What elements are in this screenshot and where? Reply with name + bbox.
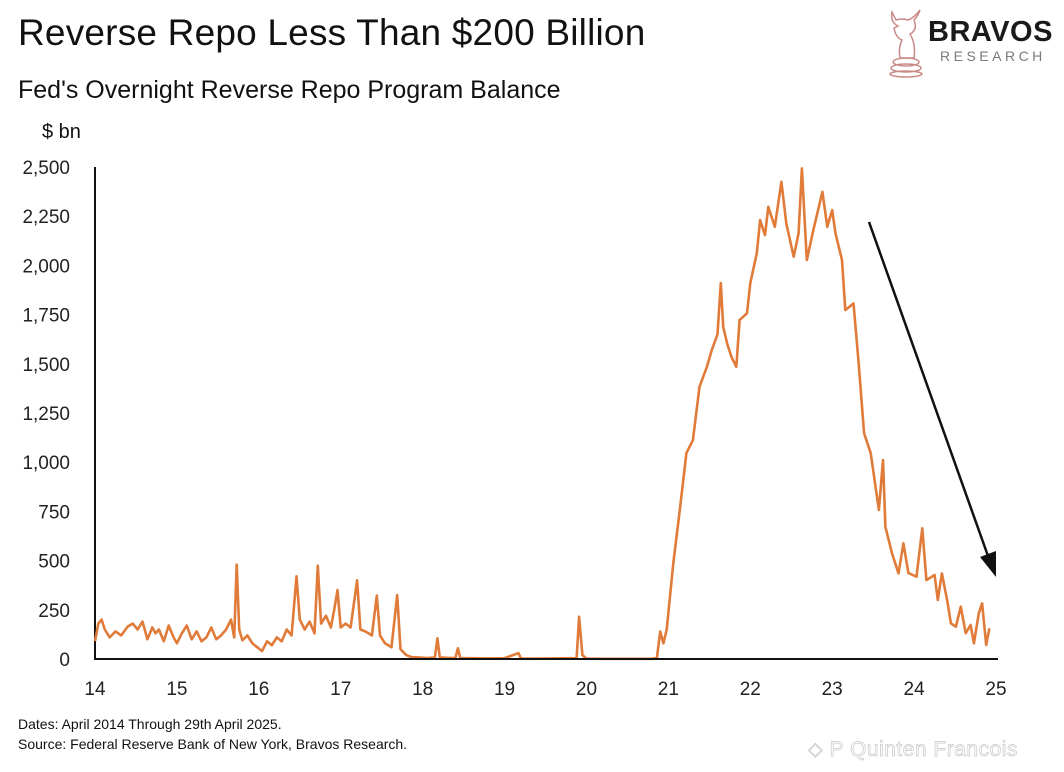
- y-tick-label: 1,500: [22, 355, 70, 376]
- x-tick-label: 24: [904, 679, 926, 700]
- y-tick-label: 2,000: [22, 256, 70, 277]
- x-tick-label: 21: [658, 679, 679, 700]
- x-tick-label: 16: [248, 679, 269, 700]
- y-tick-label: 1,000: [22, 453, 70, 474]
- source-note: Source: Federal Reserve Bank of New York…: [18, 736, 408, 752]
- y-tick-label: 1,750: [22, 306, 70, 327]
- downward-trend-arrow: [867, 221, 996, 577]
- chart-title: Reverse Repo Less Than $200 Billion: [18, 12, 646, 53]
- dates-note: Dates: April 2014 Through 29th April 202…: [18, 716, 282, 732]
- y-tick-label: 250: [38, 601, 70, 622]
- chart-subtitle: Fed's Overnight Reverse Repo Program Bal…: [18, 76, 561, 104]
- logo-tagline: RESEARCH: [940, 48, 1046, 64]
- y-tick-label: 2,500: [22, 158, 70, 179]
- x-tick-label: 25: [985, 679, 1006, 700]
- y-tick-label: 1,250: [22, 404, 70, 425]
- x-tick-label: 23: [822, 679, 843, 700]
- x-tick-label: 20: [576, 679, 597, 700]
- bull-chess-knight-icon: [889, 9, 923, 78]
- x-axis-ticks: 14 15 16 17 18 19 20 21 22 23 24 25: [84, 679, 1006, 700]
- y-axis-unit-label: $ bn: [42, 121, 81, 143]
- watermark-diamond-icon: ⬦: [808, 738, 824, 762]
- logo-name: BRAVOS: [928, 16, 1053, 48]
- reverse-repo-balance-line: [93, 167, 991, 661]
- x-tick-label: 17: [330, 679, 351, 700]
- y-tick-label: 750: [38, 502, 70, 523]
- watermark: ⬦ P Quinten Francois: [808, 738, 1018, 762]
- x-tick-label: 18: [412, 679, 433, 700]
- x-tick-label: 19: [494, 679, 515, 700]
- x-tick-label: 15: [166, 679, 187, 700]
- y-tick-label: 500: [38, 552, 70, 573]
- x-tick-label: 14: [84, 679, 106, 700]
- bravos-research-logo: BRAVOS RESEARCH: [884, 8, 1054, 78]
- y-tick-label: 0: [59, 650, 70, 671]
- watermark-text: P Quinten Francois: [829, 738, 1018, 762]
- x-tick-label: 22: [740, 679, 761, 700]
- y-axis-ticks: 0 250 500 750 1,000 1,250 1,500 1,750 2,000 2,250…: [22, 158, 70, 671]
- y-tick-label: 2,250: [22, 207, 70, 228]
